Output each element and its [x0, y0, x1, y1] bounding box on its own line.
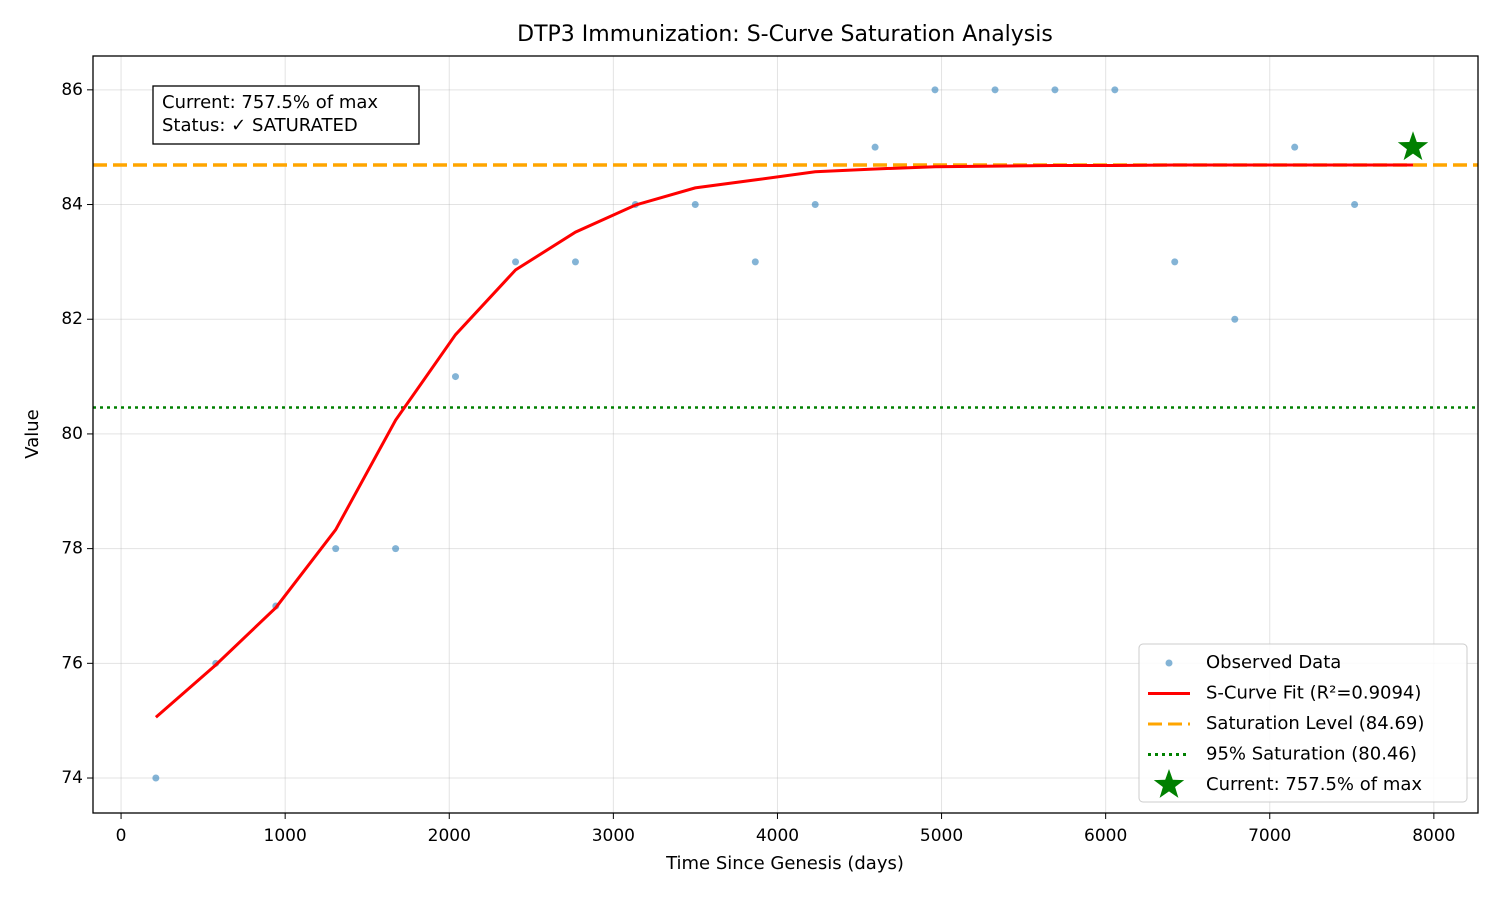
chart-title: DTP3 Immunization: S-Curve Saturation An… [517, 22, 1053, 47]
y-tick-label: 78 [61, 539, 83, 559]
data-point [152, 774, 160, 782]
x-tick-label: 6000 [1084, 826, 1127, 846]
data-point [871, 143, 879, 151]
x-tick-label: 2000 [428, 826, 471, 846]
data-point [691, 201, 699, 209]
x-tick-label: 0 [116, 826, 127, 846]
legend-label: Observed Data [1206, 652, 1341, 673]
data-point [512, 258, 520, 266]
data-point [571, 258, 579, 266]
data-point [1051, 86, 1059, 94]
annotation-box [152, 85, 420, 145]
data-point [991, 86, 999, 94]
data-point [332, 545, 340, 553]
data-point [1231, 315, 1239, 323]
plot-frame [92, 55, 1479, 814]
data-point [931, 86, 939, 94]
legend-marker [1153, 769, 1185, 798]
legend-label: Saturation Level (84.69) [1206, 713, 1424, 734]
legend-label: Current: 757.5% of max [1206, 774, 1422, 795]
y-tick-label: 76 [61, 653, 83, 673]
data-point [751, 258, 759, 266]
data-point [1291, 143, 1299, 151]
x-tick-label: 8000 [1412, 826, 1455, 846]
data-point [811, 201, 819, 209]
fit-line [154, 163, 1413, 719]
data-point [451, 373, 459, 381]
legend-label: 95% Saturation (80.46) [1206, 744, 1417, 765]
y-axis-label: Value [22, 409, 43, 458]
current-marker [1397, 131, 1429, 161]
x-tick-label: 7000 [1248, 826, 1291, 846]
legend-marker [1165, 659, 1173, 667]
annotation-text: Current: 757.5% of max [162, 92, 378, 113]
x-tick-label: 1000 [264, 826, 307, 846]
data-point [1171, 258, 1179, 266]
data-point [392, 545, 400, 553]
legend-box [1138, 643, 1468, 803]
x-tick-label: 3000 [592, 826, 635, 846]
y-tick-label: 80 [61, 424, 83, 444]
y-tick-label: 82 [61, 309, 83, 329]
data-point [1351, 201, 1359, 209]
x-tick-label: 5000 [920, 826, 963, 846]
y-tick-label: 84 [61, 195, 83, 215]
annotation-text: Status: ✓ SATURATED [162, 115, 358, 136]
x-tick-label: 4000 [756, 826, 799, 846]
y-tick-label: 86 [61, 80, 83, 100]
y-tick-label: 74 [61, 768, 83, 788]
x-axis-label: Time Since Genesis (days) [665, 853, 904, 874]
legend-label: S-Curve Fit (R²=0.9094) [1206, 683, 1421, 704]
data-point [1111, 86, 1119, 94]
